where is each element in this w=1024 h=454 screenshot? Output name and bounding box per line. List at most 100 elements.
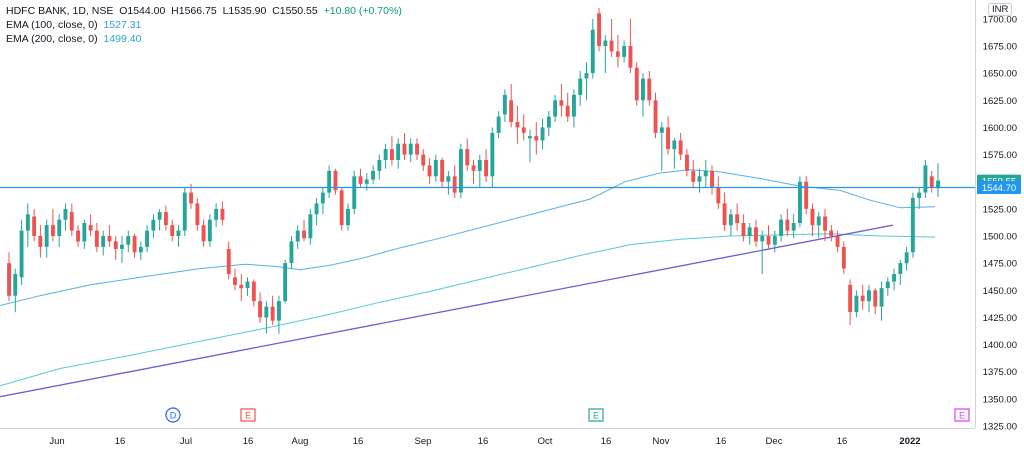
candle-body <box>383 149 388 160</box>
candle-body <box>747 227 752 236</box>
candle-body <box>936 180 940 189</box>
time-tick-label: 16 <box>115 436 126 447</box>
candles <box>7 8 940 334</box>
candle-body <box>138 246 143 253</box>
candle-body <box>515 122 520 128</box>
candle-body <box>572 94 576 117</box>
candle-body <box>170 225 175 236</box>
candle-body <box>465 149 470 166</box>
candle-body <box>94 230 99 247</box>
currency-badge[interactable]: INR <box>988 3 1013 16</box>
earnings-marker-shape[interactable] <box>954 408 970 422</box>
candle-body <box>553 100 558 117</box>
candle-body <box>471 165 476 171</box>
candle-body <box>785 219 790 231</box>
symbol-label[interactable]: HDFC BANK, 1D, NSE <box>6 5 114 17</box>
candle-body <box>157 212 162 220</box>
candle-body <box>38 236 43 247</box>
candle-body <box>151 219 156 231</box>
earnings-marker-shape[interactable] <box>588 408 604 422</box>
candle-body <box>892 274 896 282</box>
candle-body <box>182 192 187 231</box>
candle-body <box>854 295 859 312</box>
candle-body <box>885 281 890 289</box>
time-tick-label: 16 <box>601 436 612 447</box>
price-tick-label: 1700.00 <box>983 14 1017 25</box>
price-tick-label: 1350.00 <box>983 394 1017 405</box>
time-axis[interactable]: Jun 16 Jul 16 Aug 16 Sep 16 Oct 16 Nov 16 Dec 16 2022 <box>49 436 920 447</box>
chart-legend: HDFC BANK, 1D, NSE O1544.00 H1566.75 L15… <box>6 4 402 46</box>
candle-body <box>239 284 244 289</box>
candle-body <box>446 176 451 182</box>
price-axis[interactable]: 1325.00 1350.00 1375.00 1400.00 1425.00 1450.… <box>983 14 1017 432</box>
earnings-marker-label: E <box>593 411 599 421</box>
candle-body <box>741 223 746 236</box>
change-value: +10.80 (+0.70%) <box>323 5 402 17</box>
dividend-marker-label: D <box>170 411 177 421</box>
candle-body <box>754 227 758 242</box>
candle-body <box>452 176 457 193</box>
ema200-value: 1499.40 <box>103 33 142 45</box>
candle-body <box>214 208 219 220</box>
candle-body <box>402 143 407 155</box>
candle-body <box>25 214 30 231</box>
candle-body <box>88 225 93 231</box>
candle-body <box>477 160 482 171</box>
candle-body <box>597 13 601 46</box>
candle-body <box>396 143 401 160</box>
time-tick-label: Aug <box>292 436 309 447</box>
candle-body <box>647 78 652 101</box>
price-tick-label: 1500.00 <box>983 232 1017 243</box>
price-tick-label: 1325.00 <box>983 422 1017 433</box>
candle-body <box>120 244 124 249</box>
candle-body <box>546 116 551 128</box>
candle-body <box>189 192 193 204</box>
candle-body <box>427 165 432 177</box>
candle-body <box>728 214 733 226</box>
legend-ema200-row[interactable]: EMA (200, close, 0) 1499.40 <box>6 32 402 46</box>
candle-body <box>697 176 702 182</box>
candle-body <box>76 230 80 242</box>
hline-price-tag-bg <box>977 180 1021 194</box>
candle-body <box>502 94 507 115</box>
candle-body <box>364 179 369 184</box>
earnings-marker-shape[interactable] <box>240 408 256 422</box>
candle-body <box>509 100 514 122</box>
candle-body <box>904 252 909 264</box>
candle-body <box>226 249 231 274</box>
ema-200-line[interactable] <box>0 233 936 387</box>
candle-body <box>609 40 614 52</box>
candle-body <box>766 236 771 245</box>
trendline-layer[interactable] <box>0 224 894 398</box>
candle-body <box>867 290 871 302</box>
candle-body <box>873 290 878 307</box>
candle-body <box>710 170 714 188</box>
candle-body <box>289 241 294 264</box>
candle-body <box>390 149 394 160</box>
candle-body <box>195 203 200 226</box>
candle-body <box>691 170 696 182</box>
candle-body <box>641 78 645 101</box>
candle-body <box>760 236 765 242</box>
plot-background <box>0 0 975 428</box>
open-value: O1544.00 <box>119 5 166 17</box>
candle-body <box>459 149 463 193</box>
candle-body <box>615 51 620 57</box>
candle-body <box>898 263 903 274</box>
dividend-marker-shape[interactable] <box>165 407 181 423</box>
candle-body <box>132 236 137 253</box>
candle-body <box>929 176 934 188</box>
price-tick-label: 1675.00 <box>983 42 1017 53</box>
legend-ohlc-row: HDFC BANK, 1D, NSE O1544.00 H1566.75 L15… <box>6 4 402 18</box>
support-trendline[interactable] <box>0 224 894 398</box>
legend-ema100-row[interactable]: EMA (100, close, 0) 1527.31 <box>6 18 402 32</box>
candle-body <box>835 236 840 247</box>
candle-body <box>685 154 689 171</box>
earnings-marker-label: E <box>245 411 251 421</box>
candle-body <box>528 136 532 139</box>
candle-body <box>327 170 332 193</box>
time-tick-label: 16 <box>716 436 727 447</box>
candle-body <box>584 73 589 79</box>
